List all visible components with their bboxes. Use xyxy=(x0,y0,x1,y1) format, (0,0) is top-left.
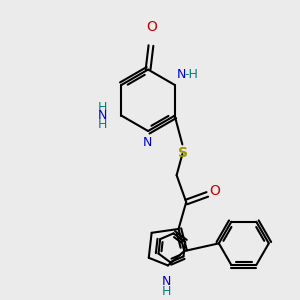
Text: -H: -H xyxy=(184,68,198,81)
Text: O: O xyxy=(210,184,220,198)
Text: N: N xyxy=(98,109,107,122)
Text: N: N xyxy=(177,68,186,81)
Text: H: H xyxy=(98,100,107,113)
Text: H: H xyxy=(98,118,107,131)
Text: S: S xyxy=(178,146,188,161)
Text: N: N xyxy=(142,136,152,149)
Text: H: H xyxy=(161,285,171,298)
Text: N: N xyxy=(161,275,171,288)
Text: O: O xyxy=(146,20,158,34)
